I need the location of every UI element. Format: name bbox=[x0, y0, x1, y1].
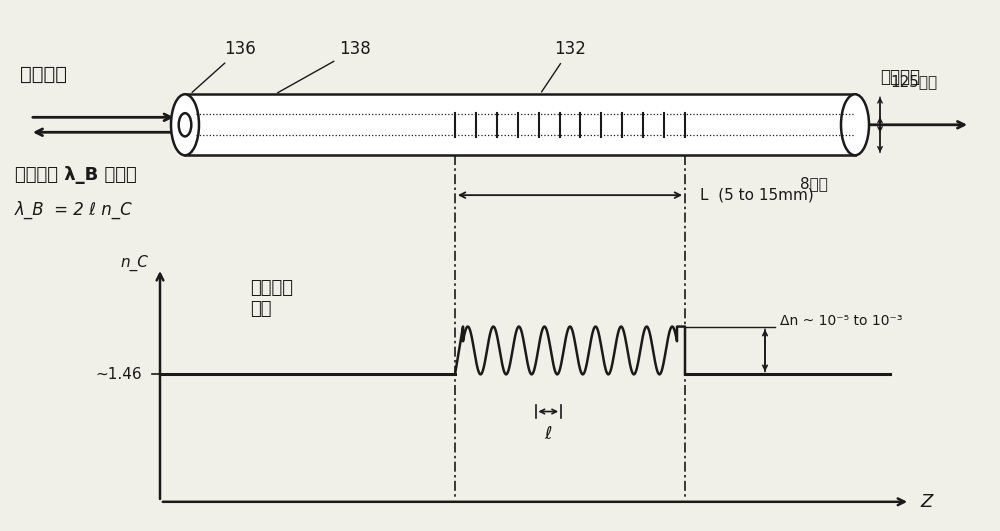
Text: 8微米: 8微米 bbox=[800, 176, 828, 192]
Text: 138: 138 bbox=[277, 40, 371, 93]
Text: Δn ~ 10⁻⁵ to 10⁻³: Δn ~ 10⁻⁵ to 10⁻³ bbox=[780, 314, 902, 328]
Text: L  (5 to 15mm): L (5 to 15mm) bbox=[700, 187, 814, 203]
Text: 125微米: 125微米 bbox=[890, 74, 937, 89]
Text: ~1.46: ~1.46 bbox=[95, 367, 142, 382]
Text: λ_B  = 2 ℓ n_C: λ_B = 2 ℓ n_C bbox=[15, 201, 133, 219]
Bar bbox=[185, 95, 855, 155]
Ellipse shape bbox=[171, 94, 199, 155]
Text: 信号输出: 信号输出 bbox=[880, 68, 920, 86]
Ellipse shape bbox=[841, 94, 869, 155]
Text: 反射波长 λ_B 的信号: 反射波长 λ_B 的信号 bbox=[15, 166, 137, 184]
Text: 光纤芯折
射率: 光纤芯折 射率 bbox=[250, 279, 293, 318]
Text: 136: 136 bbox=[192, 40, 256, 92]
Ellipse shape bbox=[179, 113, 191, 136]
Text: 132: 132 bbox=[542, 40, 586, 92]
Text: 信号输入: 信号输入 bbox=[20, 65, 67, 84]
Text: n_C: n_C bbox=[120, 255, 148, 271]
Text: Z: Z bbox=[920, 493, 932, 511]
Text: ℓ: ℓ bbox=[545, 425, 552, 443]
